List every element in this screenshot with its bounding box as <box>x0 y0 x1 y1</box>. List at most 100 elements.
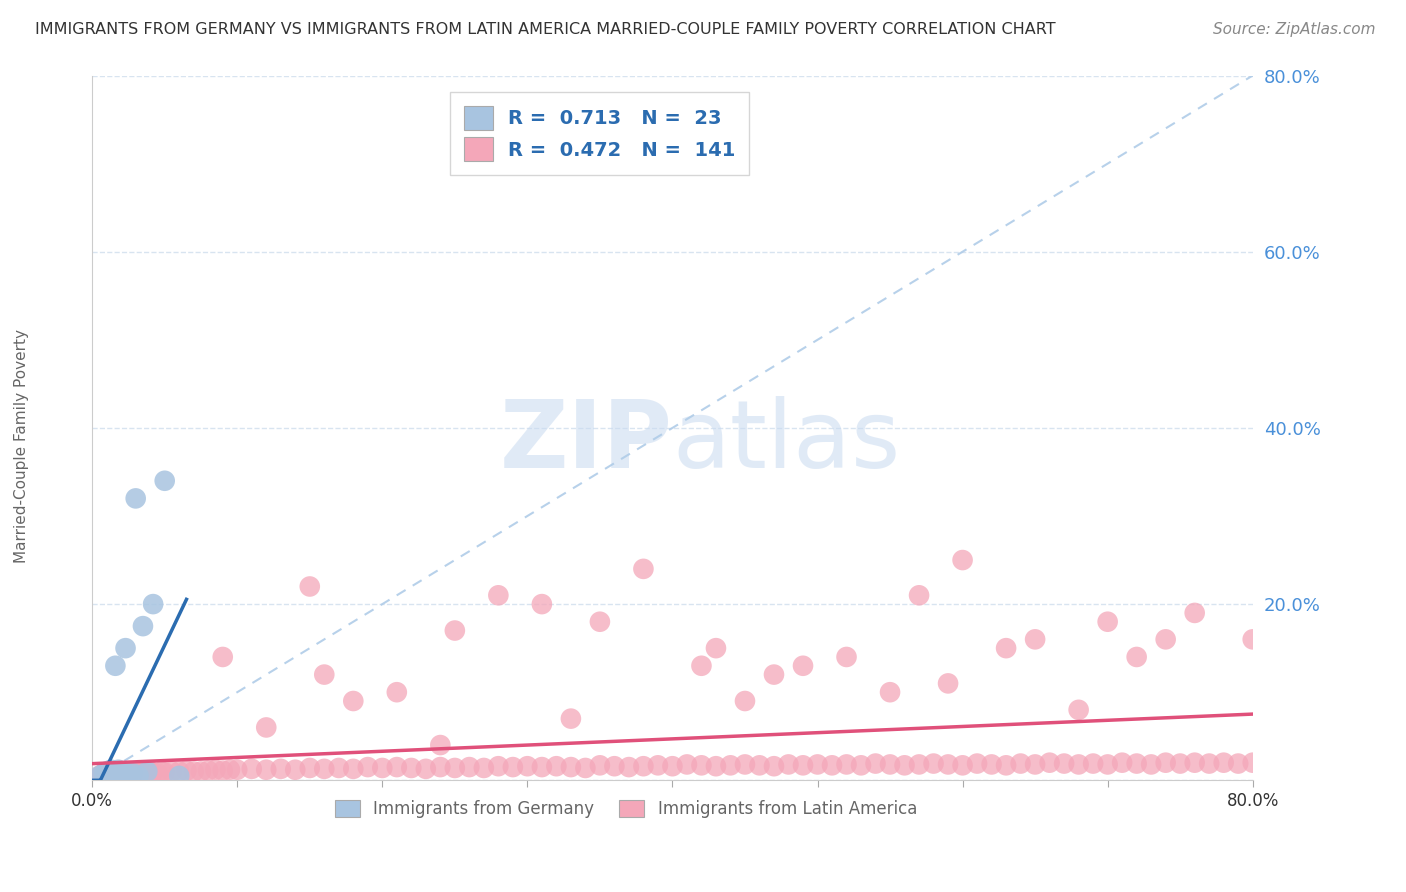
Point <box>107 765 129 780</box>
Point <box>865 756 887 771</box>
Point <box>211 764 233 778</box>
Point <box>458 760 481 774</box>
Point <box>1067 757 1090 772</box>
Point <box>429 738 451 752</box>
Point <box>1241 632 1264 647</box>
Point <box>995 641 1018 656</box>
Point <box>401 761 423 775</box>
Point <box>1097 615 1119 629</box>
Point <box>298 761 321 775</box>
Point <box>120 766 142 780</box>
Point <box>1140 757 1163 772</box>
Point <box>121 767 143 781</box>
Point <box>298 579 321 593</box>
Point <box>734 757 756 772</box>
Point <box>89 769 111 783</box>
Point <box>952 553 974 567</box>
Point <box>1168 756 1191 771</box>
Point <box>103 764 125 779</box>
Point <box>134 765 156 780</box>
Point <box>415 762 437 776</box>
Point <box>132 619 155 633</box>
Point <box>385 760 408 774</box>
Point <box>176 764 198 778</box>
Point <box>502 760 524 774</box>
Point <box>1067 703 1090 717</box>
Point <box>136 764 159 779</box>
Point <box>792 658 814 673</box>
Point <box>89 769 111 783</box>
Point <box>952 758 974 772</box>
Point <box>125 491 148 506</box>
Point <box>204 763 226 777</box>
Point <box>893 758 915 772</box>
Point <box>633 562 655 576</box>
Point <box>128 766 150 780</box>
Point <box>516 759 538 773</box>
Point <box>117 767 139 781</box>
Point <box>342 762 364 776</box>
Point <box>114 766 136 780</box>
Point <box>328 761 350 775</box>
Point <box>94 768 117 782</box>
Point <box>96 764 118 779</box>
Point <box>104 658 127 673</box>
Point <box>1184 606 1206 620</box>
Point <box>93 766 115 780</box>
Point <box>103 767 125 781</box>
Point <box>560 760 582 774</box>
Point <box>444 761 467 775</box>
Point <box>183 764 205 779</box>
Point <box>936 757 959 772</box>
Point <box>879 685 901 699</box>
Point <box>91 767 114 781</box>
Point <box>792 758 814 772</box>
Point <box>546 759 568 773</box>
Point <box>589 615 612 629</box>
Point <box>1125 650 1147 665</box>
Text: IMMIGRANTS FROM GERMANY VS IMMIGRANTS FROM LATIN AMERICA MARRIED-COUPLE FAMILY P: IMMIGRANTS FROM GERMANY VS IMMIGRANTS FR… <box>35 22 1056 37</box>
Point <box>472 761 495 775</box>
Point <box>115 765 138 780</box>
Point <box>1039 756 1062 770</box>
Point <box>371 761 394 775</box>
Point <box>153 474 176 488</box>
Point <box>342 694 364 708</box>
Point <box>530 760 553 774</box>
Point <box>821 758 844 772</box>
Point <box>762 759 785 773</box>
Point <box>219 763 242 777</box>
Point <box>1024 632 1046 647</box>
Text: Married-Couple Family Poverty: Married-Couple Family Poverty <box>14 329 28 563</box>
Point <box>142 765 165 780</box>
Point <box>720 758 742 772</box>
Point <box>676 757 699 772</box>
Point <box>486 759 509 773</box>
Point <box>704 641 727 656</box>
Point <box>1111 756 1133 770</box>
Point <box>589 758 612 772</box>
Point <box>1212 756 1234 770</box>
Point <box>1010 756 1032 771</box>
Point <box>136 766 159 780</box>
Point <box>617 760 640 774</box>
Point <box>444 624 467 638</box>
Point <box>980 757 1002 772</box>
Legend: Immigrants from Germany, Immigrants from Latin America: Immigrants from Germany, Immigrants from… <box>329 793 924 825</box>
Point <box>142 597 165 611</box>
Point <box>762 667 785 681</box>
Point <box>734 694 756 708</box>
Point <box>849 758 872 772</box>
Point <box>190 764 212 779</box>
Point <box>254 763 277 777</box>
Point <box>110 766 132 780</box>
Point <box>167 769 190 783</box>
Point <box>150 764 173 779</box>
Point <box>146 766 169 780</box>
Point <box>117 769 139 783</box>
Point <box>98 767 121 781</box>
Point <box>98 767 121 781</box>
Point <box>254 721 277 735</box>
Point <box>603 759 626 773</box>
Point <box>429 760 451 774</box>
